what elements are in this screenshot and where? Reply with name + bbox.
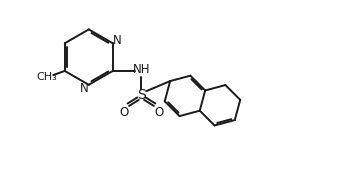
Text: S: S: [137, 88, 146, 102]
Text: NH: NH: [133, 63, 150, 76]
Text: O: O: [154, 106, 164, 119]
Text: N: N: [80, 82, 89, 95]
Text: O: O: [119, 106, 129, 119]
Text: N: N: [113, 34, 121, 47]
Text: CH₃: CH₃: [37, 72, 58, 82]
